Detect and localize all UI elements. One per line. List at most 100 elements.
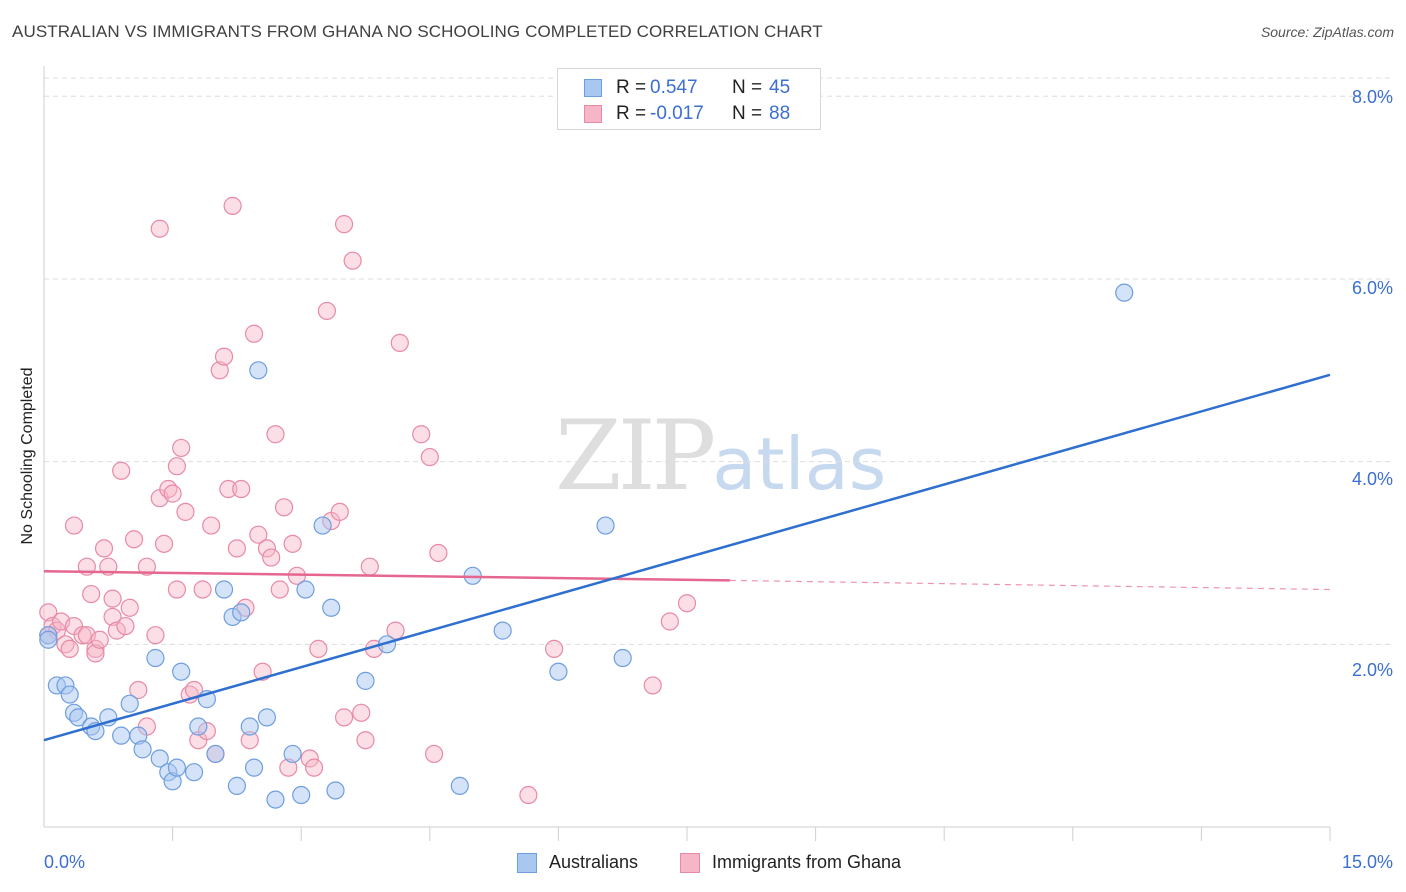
ghana-point (519, 785, 538, 805)
ghana-point (424, 744, 444, 764)
australians-point (249, 361, 268, 380)
r-value: -0.017 (650, 103, 704, 124)
legend-row-australians: R = 0.547 N = 45 (584, 77, 790, 99)
australians-point (189, 717, 208, 736)
ghana-point (262, 548, 281, 567)
australians-point (244, 758, 264, 777)
australians-point (167, 758, 186, 777)
source-label: Source: ZipAtlas.com (1260, 24, 1394, 40)
n-value: 45 (769, 77, 791, 98)
australians-point (120, 694, 139, 713)
australians-point (240, 717, 259, 736)
ghana-point (356, 731, 375, 750)
australians-point (326, 781, 345, 800)
australians-trend-line (43, 373, 1331, 742)
australians-point (613, 648, 632, 668)
ghana-point (39, 603, 58, 622)
y-tick-6: 6.0% (1351, 278, 1393, 298)
ghana-point (219, 479, 238, 499)
y-tick-2: 2.0% (1351, 660, 1393, 680)
watermark: ZIPatlas (555, 400, 886, 512)
ghana-point (360, 557, 379, 576)
ghana-point (334, 215, 354, 234)
legend-label-australians: Australians (549, 852, 639, 872)
ghana-point (112, 461, 131, 480)
ghana-point (202, 516, 221, 535)
y-tick-8: 8.0% (1351, 87, 1393, 107)
ghana-point (352, 703, 371, 722)
ghana-point (167, 580, 186, 599)
ghana-point (304, 758, 324, 777)
ghana-point (223, 196, 242, 215)
n-label: N = (732, 103, 763, 124)
ghana-point (390, 333, 409, 352)
ghana-point (270, 580, 289, 599)
australians-point (214, 580, 234, 599)
ghana-point (249, 525, 268, 544)
ghana-point (244, 324, 264, 343)
australians-point (232, 603, 251, 622)
ghana-point (677, 594, 697, 613)
ghana-point (176, 502, 195, 521)
ghana-point (193, 580, 212, 599)
ghana-point (227, 539, 246, 558)
ghana-point (643, 676, 662, 695)
ghana-point (420, 447, 439, 467)
australians-point (184, 763, 204, 782)
ghana-point (124, 530, 144, 549)
australians-point (356, 671, 375, 690)
australians-point (112, 726, 131, 745)
australians-point (296, 580, 315, 599)
legend-item-australians: Australians (517, 852, 638, 873)
australians-point (322, 598, 341, 617)
ghana-point (163, 484, 182, 503)
r-label: R = (616, 77, 647, 98)
y-axis-label: No Schooling Completed (19, 367, 36, 545)
australians-swatch (517, 852, 537, 873)
ghana-point (107, 621, 126, 640)
australians-point (227, 776, 246, 795)
n-label: N = (732, 77, 763, 98)
ghana-swatch (584, 105, 602, 123)
ghana-point (129, 680, 148, 700)
australians-point (1115, 283, 1134, 302)
ghana-point (214, 347, 234, 366)
australians-point (257, 708, 277, 727)
ghana-point (266, 425, 285, 444)
australians-point (69, 708, 88, 727)
ghana-point (73, 626, 92, 645)
australians-point (292, 785, 311, 805)
australians-point (146, 648, 165, 668)
australians-point (60, 685, 79, 704)
x-tick-min: 0.0% (44, 852, 86, 872)
ghana-point (82, 584, 101, 604)
ghana-point (660, 612, 679, 631)
watermark-atlas: atlas (712, 422, 887, 506)
ghana-point (300, 749, 319, 768)
australians-point (133, 740, 152, 759)
australians-point (172, 662, 191, 681)
ghana-point (309, 639, 328, 658)
ghana-point (343, 251, 362, 270)
ghana-point (210, 361, 229, 380)
australians-point (313, 516, 332, 535)
australians-swatch (584, 79, 602, 97)
ghana-point (94, 539, 114, 558)
ghana-point (172, 438, 191, 458)
ghana-point (232, 479, 251, 499)
ghana-point (283, 534, 302, 553)
watermark-zip: ZIP (555, 400, 716, 512)
ghana-point (103, 607, 122, 627)
australians-point (39, 630, 58, 649)
legend-row-ghana: R = -0.017 N = 88 (584, 103, 790, 125)
n-value: 88 (769, 103, 791, 124)
ghana-trend-line-extrapolated (729, 579, 1331, 591)
australians-point (549, 662, 568, 681)
ghana-point (150, 219, 169, 238)
australians-point (596, 516, 615, 535)
australians-point (150, 749, 169, 768)
ghana-point (86, 644, 105, 663)
ghana-point (64, 516, 84, 535)
ghana-point (120, 598, 139, 617)
